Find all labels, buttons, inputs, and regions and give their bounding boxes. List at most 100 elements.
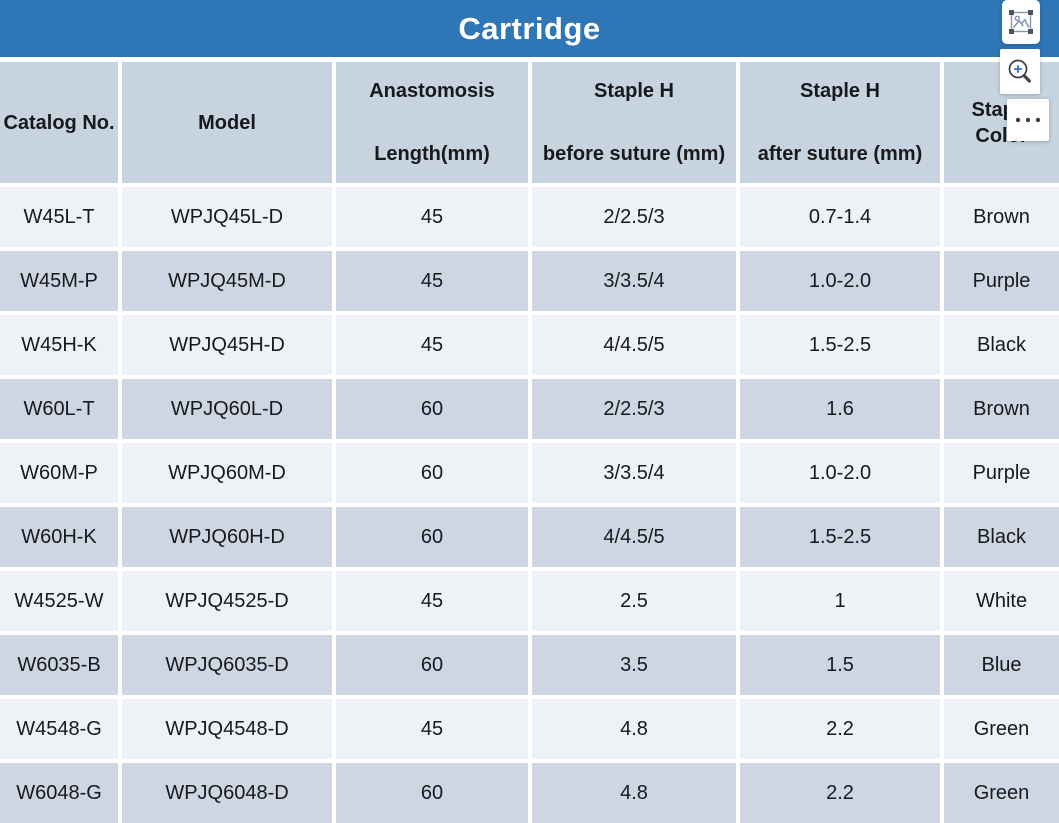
table-cell: W60M-P — [0, 443, 118, 503]
cell-text: 4.8 — [620, 782, 648, 804]
table-cell: Brown — [944, 379, 1059, 439]
cell-text: 60 — [420, 654, 444, 676]
cell-text: Black — [977, 526, 1026, 548]
cell-text: WPJQ45M-D — [168, 270, 286, 292]
cell-text: Black — [977, 334, 1026, 356]
cell-text: 1.5 — [826, 654, 854, 676]
table-cell: Brown — [944, 187, 1059, 247]
more-button[interactable] — [1007, 99, 1049, 141]
table-cell: W4525-W — [0, 571, 118, 631]
cell-text: WPJQ6048-D — [165, 782, 289, 804]
cell-text: 45 — [420, 270, 444, 292]
image-select-button[interactable] — [1002, 0, 1040, 44]
cell-text: 2.5 — [620, 590, 648, 612]
table-cell: 60 — [336, 507, 528, 567]
cell-text: 60 — [420, 782, 444, 804]
table-cell: WPJQ60M-D — [122, 443, 332, 503]
more-icon — [1015, 117, 1041, 123]
table-cell: W60H-K — [0, 507, 118, 567]
table-cell: Purple — [944, 443, 1059, 503]
table-cell: 2.2 — [740, 699, 940, 759]
cell-text: 3/3.5/4 — [603, 270, 665, 292]
table-cell: Green — [944, 763, 1059, 823]
cell-text: 1.0-2.0 — [808, 462, 872, 484]
header-line: Anastomosis — [369, 80, 495, 102]
table-cell: 3/3.5/4 — [532, 443, 736, 503]
cell-text: 60 — [420, 526, 444, 548]
cell-text: 2/2.5/3 — [603, 206, 665, 228]
table-cell: 45 — [336, 251, 528, 311]
cell-text: W6048-G — [16, 782, 102, 804]
cell-text: 45 — [420, 590, 444, 612]
table-cell: 60 — [336, 763, 528, 823]
table-cell: W45M-P — [0, 251, 118, 311]
table-cell: WPJQ45H-D — [122, 315, 332, 375]
cell-text: W60M-P — [20, 462, 98, 484]
cell-text: 4/4.5/5 — [603, 526, 665, 548]
header-cell-model: Model — [122, 62, 332, 183]
cell-text: 3/3.5/4 — [603, 462, 665, 484]
cell-text: 3.5 — [620, 654, 648, 676]
cell-text: WPJQ4548-D — [165, 718, 289, 740]
table-cell: WPJQ60H-D — [122, 507, 332, 567]
table-cell: WPJQ4548-D — [122, 699, 332, 759]
cell-text: Brown — [973, 398, 1030, 420]
table-cell: 1 — [740, 571, 940, 631]
cell-text: W45H-K — [21, 334, 97, 356]
table-cell: 1.0-2.0 — [740, 251, 940, 311]
table-cell: 0.7-1.4 — [740, 187, 940, 247]
table-cell: 3.5 — [532, 635, 736, 695]
table-cell: W6035-B — [0, 635, 118, 695]
cell-text: 1.5-2.5 — [808, 334, 872, 356]
cell-text: Green — [973, 782, 1030, 804]
header-cell-staple-h-before: Staple H before suture (mm) — [532, 62, 736, 183]
cell-text: W60L-T — [23, 398, 95, 420]
zoom-in-button[interactable] — [1000, 49, 1040, 94]
cell-text: W45L-T — [23, 206, 95, 228]
table-cell: 1.5 — [740, 635, 940, 695]
cell-text: 45 — [420, 718, 444, 740]
table-cell: 4.8 — [532, 763, 736, 823]
cell-text: 2/2.5/3 — [603, 398, 665, 420]
header-line: Staple H — [799, 80, 881, 102]
table-cell: 45 — [336, 187, 528, 247]
header-cell-anastomosis-length: Anastomosis Length(mm) — [336, 62, 528, 183]
table-cell: 2/2.5/3 — [532, 187, 736, 247]
cell-text: WPJQ45H-D — [169, 334, 285, 356]
cell-text: WPJQ6035-D — [165, 654, 289, 676]
cell-text: WPJQ60H-D — [169, 526, 285, 548]
table-cell: 45 — [336, 315, 528, 375]
cell-text: 4.8 — [620, 718, 648, 740]
table-cell: 60 — [336, 443, 528, 503]
zoom-in-icon — [1008, 59, 1031, 83]
cell-text: 1.5-2.5 — [808, 526, 872, 548]
image-select-icon — [1009, 10, 1033, 34]
table-cell: 2.5 — [532, 571, 736, 631]
cell-text: 2.2 — [826, 718, 854, 740]
cell-text: Blue — [981, 654, 1022, 676]
header-line: after suture (mm) — [757, 143, 923, 165]
cell-text: 1 — [834, 590, 846, 612]
table-cell: W45L-T — [0, 187, 118, 247]
table-cell: W45H-K — [0, 315, 118, 375]
table-cell: Purple — [944, 251, 1059, 311]
table-cell: 2.2 — [740, 763, 940, 823]
product-table: Catalog No. Model Anastomosis Length(mm) Sta… — [0, 62, 1059, 823]
cell-text: WPJQ45L-D — [170, 206, 284, 228]
table-cell: W60L-T — [0, 379, 118, 439]
cell-text: Purple — [972, 462, 1031, 484]
title-bar: Cartridge — [0, 0, 1059, 57]
cell-text: Brown — [973, 206, 1030, 228]
table-cell: 1.0-2.0 — [740, 443, 940, 503]
table-cell: Green — [944, 699, 1059, 759]
cell-text: White — [975, 590, 1028, 612]
cell-text: 60 — [420, 462, 444, 484]
cell-text: Purple — [972, 270, 1031, 292]
cell-text: 60 — [420, 398, 444, 420]
table-cell: 4/4.5/5 — [532, 315, 736, 375]
header-line: Catalog No. — [3, 111, 115, 134]
table-cell: WPJQ60L-D — [122, 379, 332, 439]
table-cell: 1.6 — [740, 379, 940, 439]
table-cell: WPJQ6048-D — [122, 763, 332, 823]
header-line: Model — [198, 111, 256, 134]
